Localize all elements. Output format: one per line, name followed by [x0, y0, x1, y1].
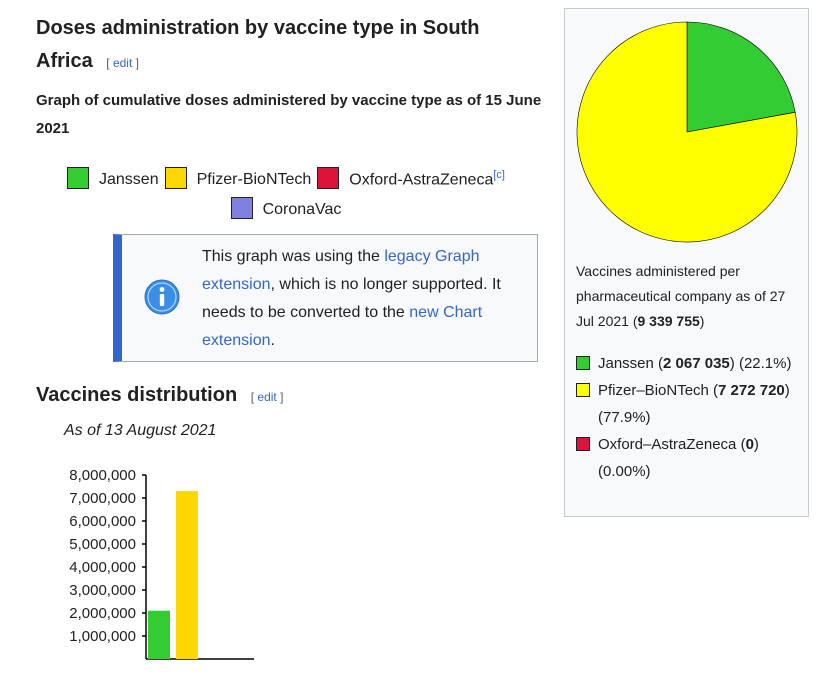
y-tick-label: 8,000,000 — [69, 467, 136, 484]
legend-item: Oxford-AstraZeneca[c] — [317, 160, 505, 195]
legend-swatch — [576, 356, 590, 370]
infobox-legend-row: Janssen (2 067 035) (22.1%) — [576, 350, 806, 377]
pie-chart — [576, 21, 798, 243]
graph-subheading: Graph of cumulative doses administered b… — [36, 92, 542, 137]
y-tick-label: 4,000,000 — [69, 559, 136, 576]
section-heading-distribution: Vaccines distribution [ edit ] — [36, 379, 536, 414]
pie-slice-janssen — [686, 21, 796, 133]
infobox-legend-row: Oxford–AstraZeneca (0) (0.00%) — [576, 431, 806, 485]
y-tick-label: 5,000,000 — [69, 536, 136, 553]
legacy-graph-link[interactable]: legacy Graph extension — [202, 248, 480, 293]
bar-chart: 1,000,000 2,000,000 3,000,000 4,000,000 5,00… — [69, 467, 254, 660]
caption-total: 9 339 755 — [637, 313, 700, 329]
legend-swatch — [230, 197, 253, 220]
edit-section-link[interactable]: [ edit ] — [106, 56, 139, 70]
notice-text-part: . — [270, 332, 275, 349]
legend-item: Janssen — [67, 165, 159, 195]
legend-label: Oxford-AstraZeneca — [349, 171, 494, 189]
percentage: ) (77.9%) — [598, 382, 790, 426]
bar-janssen — [148, 610, 170, 659]
company-name: Janssen ( — [598, 355, 664, 372]
notice-text-part: This graph was using the — [202, 248, 385, 265]
legend-label: Janssen — [99, 171, 159, 189]
pie-slice-pfizer-biontech — [576, 21, 798, 243]
company-name: Pfizer–BioNTech ( — [598, 382, 719, 399]
notice-text-part: , which is no longer supported. It needs… — [202, 276, 501, 321]
edit-section-link[interactable]: [ edit ] — [250, 390, 284, 404]
legend-swatch — [317, 167, 340, 190]
infobox-legend-row: Pfizer–BioNTech (7 272 720) (77.9%) — [576, 377, 806, 431]
y-tick-label: 7,000,000 — [69, 490, 136, 507]
infobox-caption: Vaccines administered per pharmaceutical… — [576, 259, 806, 334]
dose-count: 2 067 035 — [663, 355, 730, 372]
info-icon — [144, 279, 180, 315]
dose-count: 7 272 720 — [718, 382, 785, 399]
infobox-legend: Janssen (2 067 035) (22.1%) Pfizer–BioNTe… — [576, 350, 806, 485]
legend-item: CoronaVac — [230, 195, 342, 225]
percentage: ) (22.1%) — [729, 355, 792, 372]
caption-text: Vaccines administered per pharmaceutical… — [576, 263, 786, 329]
percentage: ) (0.00%) — [598, 436, 759, 480]
y-tick-label: 6,000,000 — [69, 513, 136, 530]
vaccine-legend: Janssen Pfizer-BioNTech Oxford-AstraZeneca… — [36, 160, 536, 225]
section-title: Vaccines distribution — [36, 384, 238, 406]
y-tick-label: 3,000,000 — [69, 582, 136, 599]
y-tick-label: 1,000,000 — [69, 628, 136, 645]
y-tick-label: 2,000,000 — [69, 605, 136, 622]
new-chart-link[interactable]: new Chart extension — [202, 304, 483, 349]
footnote-link[interactable]: [c] — [493, 169, 505, 181]
legend-swatch — [164, 167, 187, 190]
legend-label: Pfizer-BioNTech — [196, 171, 312, 189]
company-name: Oxford–AstraZeneca ( — [598, 436, 746, 453]
caption-text: ) — [699, 313, 705, 329]
legend-swatch — [576, 437, 590, 451]
legend-label: CoronaVac — [262, 201, 342, 219]
dose-count: 0 — [745, 436, 754, 453]
as-of-date: As of 13 August 2021 — [64, 422, 217, 439]
legend-swatch — [576, 383, 590, 397]
legend-item: Pfizer-BioNTech — [164, 165, 312, 195]
notice-text: This graph was using the legacy Graph ex… — [202, 243, 532, 355]
section-heading-doses: Doses administration by vaccine type in … — [36, 12, 536, 80]
legend-swatch — [67, 167, 89, 190]
infobox: Vaccines administered per pharmaceutical… — [564, 8, 809, 517]
section-title: Doses administration by vaccine type in … — [36, 17, 480, 72]
legacy-graph-notice: This graph was using the legacy Graph ex… — [113, 234, 538, 362]
bar-pfizer-biontech — [176, 491, 198, 659]
